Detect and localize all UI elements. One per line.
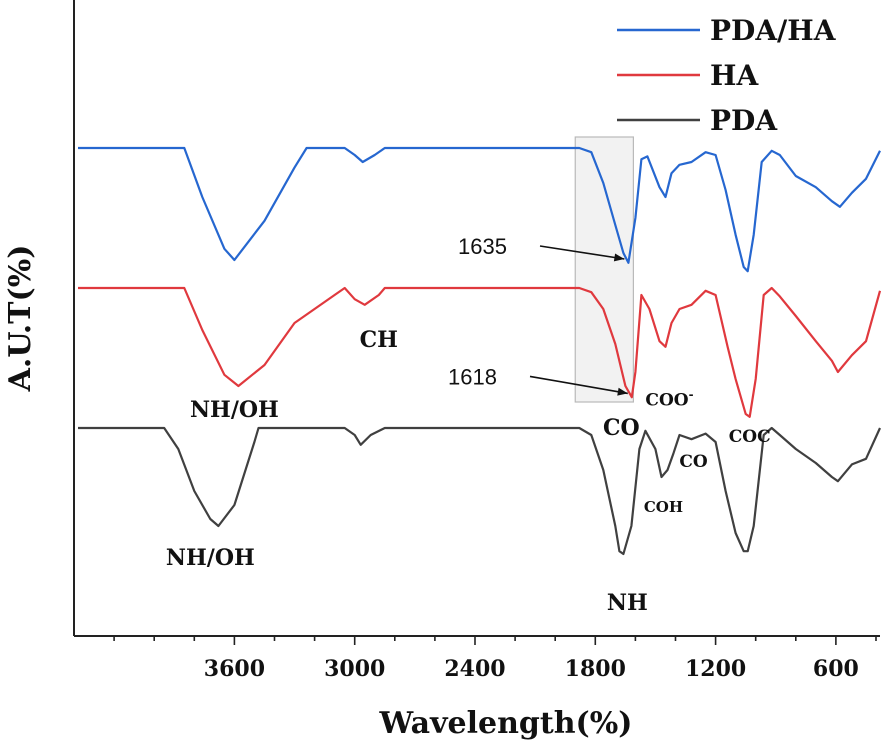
series-line-ha bbox=[78, 286, 882, 418]
band-label: COH bbox=[644, 498, 683, 516]
peak-arrow-line bbox=[529, 375, 628, 395]
band-label: NH/OH bbox=[190, 397, 279, 423]
band-label: COC bbox=[729, 427, 771, 447]
series-line-pda bbox=[78, 426, 882, 556]
band-label: CH bbox=[360, 327, 398, 353]
highlight-box bbox=[574, 136, 634, 403]
x-tick-label: 3600 bbox=[204, 656, 265, 682]
band-label: CO bbox=[679, 452, 708, 472]
x-tick-label: 1800 bbox=[565, 656, 626, 682]
series-line-pda-ha bbox=[78, 146, 881, 273]
legend-label: PDA/HA bbox=[710, 14, 837, 47]
peak-label: 1618 bbox=[448, 364, 497, 389]
series-layer bbox=[78, 146, 882, 556]
band-label: NH bbox=[607, 590, 648, 616]
x-axis-title: Wavelength(%) bbox=[379, 706, 633, 741]
peak-arrow-head bbox=[617, 387, 628, 396]
legend: PDA/HA HA PDA bbox=[617, 14, 837, 137]
band-label: NH/OH bbox=[166, 545, 255, 571]
x-tick-label: 3000 bbox=[324, 656, 385, 682]
band-label: CO bbox=[603, 415, 640, 441]
y-axis-title: A.U.T(%) bbox=[3, 245, 38, 393]
peak-label: 1635 bbox=[458, 234, 507, 259]
peak-arrow-line bbox=[539, 245, 625, 260]
legend-label: PDA bbox=[710, 104, 778, 137]
peak-arrow-head bbox=[613, 253, 625, 262]
axes-layer: 3600 3000 2400 1800 1200 600 bbox=[73, 0, 880, 682]
band-label-sup: - bbox=[689, 388, 694, 402]
x-tick-label: 2400 bbox=[444, 656, 505, 682]
band-label: COO- bbox=[645, 388, 693, 411]
x-tick-label: 1200 bbox=[685, 656, 746, 682]
x-tick-label: 600 bbox=[813, 656, 859, 682]
legend-label: HA bbox=[710, 59, 759, 92]
